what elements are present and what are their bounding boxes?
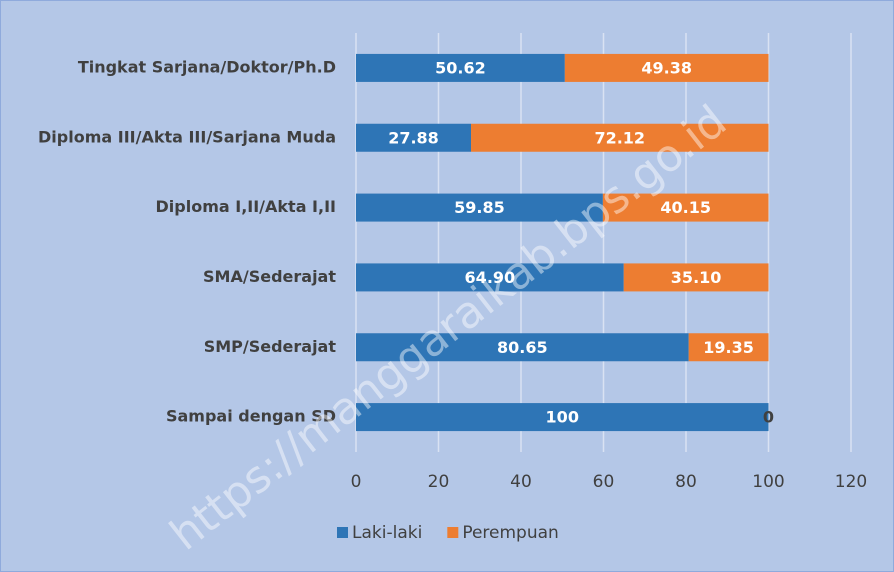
bar-segment xyxy=(356,53,565,82)
legend-label: Laki-laki xyxy=(352,523,422,543)
data-label: 80.65 xyxy=(497,338,548,357)
bar-segment xyxy=(623,263,769,292)
data-label: 19.35 xyxy=(703,338,754,357)
data-label: 27.88 xyxy=(388,128,439,147)
data-label: 35.10 xyxy=(671,268,722,287)
bar-segment xyxy=(602,193,769,222)
data-label: 59.85 xyxy=(454,198,505,217)
bar-segment xyxy=(688,333,769,362)
y-tick-label: Sampai dengan SD xyxy=(166,407,336,426)
data-label: 64.90 xyxy=(465,268,516,287)
x-tick-label: 60 xyxy=(593,472,615,492)
y-tick-label: SMP/Sederajat xyxy=(204,337,337,356)
data-label: 0 xyxy=(763,408,774,427)
grid xyxy=(355,33,852,452)
y-tick-label: SMA/Sederajat xyxy=(203,267,336,286)
data-label: 49.38 xyxy=(641,58,692,77)
data-label: 50.62 xyxy=(435,58,486,77)
data-label: 100 xyxy=(546,408,579,427)
y-tick-label: Tingkat Sarjana/Doktor/Ph.D xyxy=(78,57,336,76)
x-tick-label: 20 xyxy=(428,472,450,492)
x-tick-label: 100 xyxy=(752,472,784,492)
x-tick-label: 0 xyxy=(351,472,362,492)
y-tick-label: Diploma III/Akta III/Sarjana Muda xyxy=(38,127,336,146)
legend-swatch xyxy=(447,527,459,538)
y-tick-label: Diploma I,II/Akta I,II xyxy=(156,197,337,216)
bar-segment xyxy=(356,333,689,362)
bar-segment xyxy=(356,123,472,152)
legend-swatch xyxy=(337,527,348,538)
bar-segment xyxy=(564,53,769,82)
bar-segment xyxy=(356,403,769,432)
x-tick-label: 40 xyxy=(510,472,532,492)
data-label: 40.15 xyxy=(660,198,711,217)
bar-segment xyxy=(356,193,603,222)
legend-label: Perempuan xyxy=(462,523,559,543)
x-tick-label: 80 xyxy=(675,472,697,492)
bar-segment xyxy=(356,263,624,292)
bars xyxy=(356,53,769,432)
data-label: 72.12 xyxy=(594,128,645,147)
x-tick-label: 120 xyxy=(835,472,867,492)
bar-segment xyxy=(471,123,769,152)
